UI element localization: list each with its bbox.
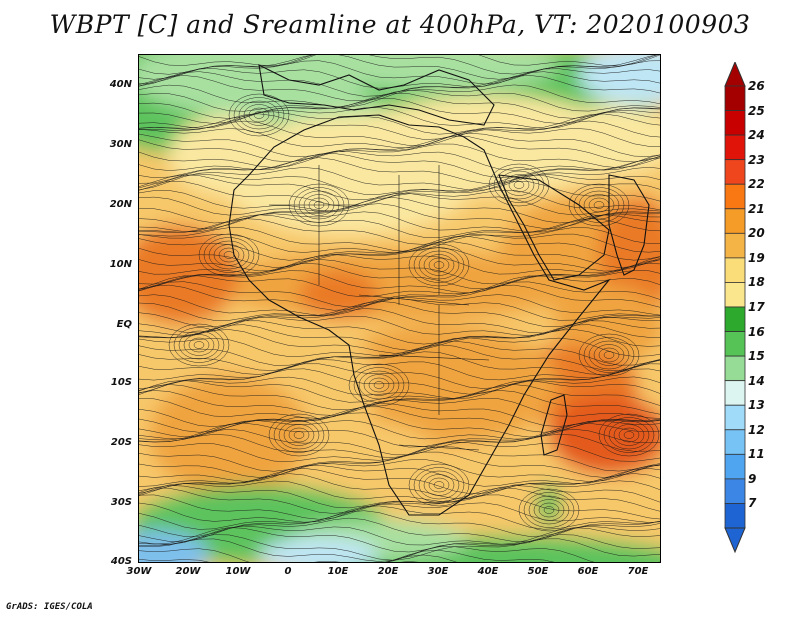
- colorbar-segment: [724, 85, 746, 111]
- colorbar-label: 18: [748, 275, 765, 290]
- lat-tick: 10N: [109, 259, 132, 270]
- colorbar-label: 9: [748, 471, 757, 486]
- colorbar-segment: [724, 134, 746, 161]
- colorbar-label: 21: [748, 201, 765, 216]
- colorbar-segment: [724, 159, 746, 185]
- colorbar-label: 20: [748, 226, 765, 241]
- colorbar-label: 23: [748, 152, 765, 167]
- colorbar-segment: [724, 331, 746, 357]
- colorbar-label: 15: [748, 349, 765, 364]
- colorbar-segment: [724, 232, 746, 259]
- colorbar-label: 12: [748, 422, 765, 437]
- lon-tick: 50E: [527, 566, 549, 577]
- colorbar-segment: [724, 478, 746, 504]
- colorbar-segment: [724, 306, 746, 332]
- colorbar-segment: [724, 380, 746, 406]
- lon-tick: 70E: [627, 566, 649, 577]
- lon-tick: 0: [284, 566, 292, 577]
- wbpt-field-map: [139, 55, 660, 562]
- colorbar-label: 19: [748, 250, 765, 265]
- lat-tick: 40S: [110, 556, 132, 567]
- lat-tick: 30S: [110, 497, 132, 508]
- colorbar-segment: [724, 208, 746, 234]
- colorbar-label: 22: [748, 177, 765, 192]
- colorbar-label: 13: [748, 398, 765, 413]
- colorbar-segment: [724, 355, 746, 382]
- colorbar-bottom-arrow: [724, 527, 746, 554]
- colorbar-segment: [724, 503, 746, 529]
- colorbar-label: 7: [748, 496, 757, 511]
- lon-tick: 10E: [327, 566, 349, 577]
- lon-tick: 30E: [427, 566, 449, 577]
- lon-tick: 30W: [126, 566, 152, 577]
- lon-tick: 20W: [175, 566, 201, 577]
- credit-text: GrADS: IGES/COLA: [6, 602, 93, 612]
- lat-tick: 20N: [109, 199, 132, 210]
- colorbar-label: 14: [748, 373, 765, 388]
- colorbar-label: 24: [748, 128, 765, 143]
- colorbar-label: 11: [748, 447, 765, 462]
- colorbar-segment: [724, 110, 746, 136]
- lat-tick: 40N: [109, 79, 132, 90]
- colorbar-segment: [724, 404, 746, 431]
- colorbar-label: 16: [748, 324, 765, 339]
- colorbar-segment: [724, 183, 746, 210]
- lon-tick: 20E: [377, 566, 399, 577]
- colorbar-segment: [724, 282, 746, 308]
- colorbar-segment: [724, 257, 746, 283]
- lon-tick: 60E: [577, 566, 599, 577]
- chart-title: WBPT [C] and Sreamline at 400hPa, VT: 20…: [49, 10, 751, 39]
- lon-tick: 40E: [477, 566, 499, 577]
- lat-tick: 20S: [110, 437, 132, 448]
- lat-tick: 30N: [109, 139, 132, 150]
- lat-tick: EQ: [116, 319, 132, 330]
- colorbar-segment: [724, 429, 746, 455]
- lon-tick: 10W: [225, 566, 251, 577]
- colorbar-label: 17: [748, 300, 765, 314]
- lat-tick: 10S: [110, 377, 132, 388]
- streamlines: [139, 55, 660, 562]
- colorbar-segment: [724, 453, 746, 480]
- map-panel: [138, 54, 661, 563]
- colorbar-label: 26: [748, 79, 765, 93]
- colorbar-top-arrow: [724, 62, 746, 87]
- colorbar: [724, 62, 746, 554]
- colorbar-label: 25: [748, 103, 765, 118]
